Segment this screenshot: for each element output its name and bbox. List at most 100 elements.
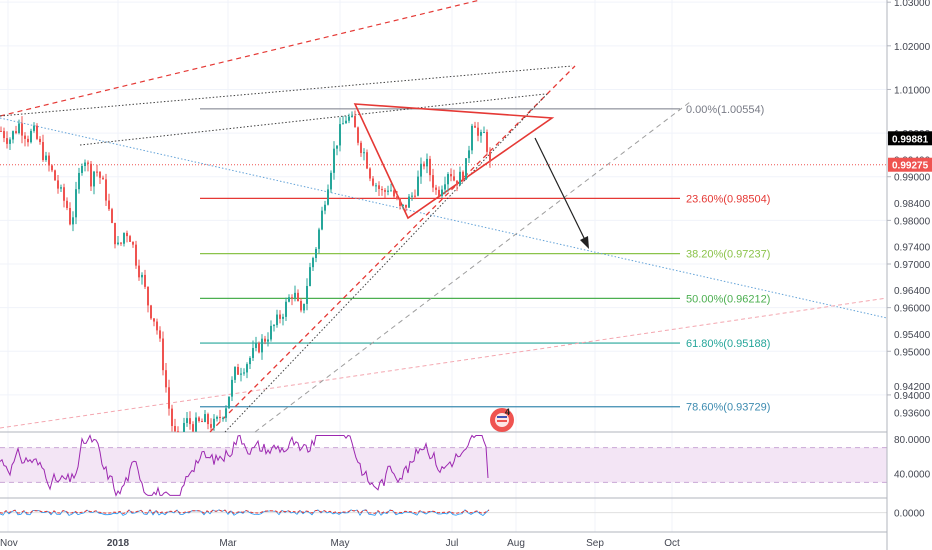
candle: [315, 247, 317, 263]
candle: [159, 326, 161, 342]
candle: [273, 324, 275, 332]
candle-body: [75, 189, 77, 218]
candle: [111, 207, 113, 224]
fibonacci-retracement[interactable]: 0.00%(1.00554) 23.60%(0.98504) 38.20%(0.97…: [200, 104, 770, 414]
candle-body: [309, 267, 311, 286]
candle: [243, 368, 245, 376]
candle-body: [138, 265, 140, 278]
candle: [363, 148, 365, 161]
time-tick-label: Mar: [219, 538, 237, 549]
candle-body: [48, 155, 50, 166]
candle: [216, 415, 218, 422]
candle: [333, 141, 335, 180]
candle-body: [294, 292, 296, 298]
candle-body: [375, 185, 377, 187]
candle-body: [291, 297, 293, 299]
candle-body: [414, 195, 416, 197]
candle-body: [441, 189, 443, 197]
candle-body: [78, 172, 80, 190]
candle: [486, 129, 488, 156]
candle: [306, 278, 308, 311]
candle-body: [477, 127, 479, 136]
candle: [102, 175, 104, 180]
trendline-dotted-fan: [79, 93, 546, 146]
candle: [174, 418, 176, 432]
candle-body: [321, 210, 323, 230]
candle-body: [225, 408, 227, 418]
candle-body: [255, 343, 257, 348]
candle-body: [27, 138, 29, 143]
candle: [231, 376, 233, 401]
candle-body: [387, 190, 389, 192]
candle-body: [264, 338, 266, 342]
candle-body: [474, 125, 476, 128]
candle-body: [420, 163, 422, 177]
candle-body: [219, 416, 221, 418]
candle: [222, 416, 224, 422]
candle: [99, 170, 101, 184]
candle: [237, 363, 239, 375]
candle: [297, 289, 299, 302]
candle: [360, 140, 362, 157]
candle: [267, 332, 269, 347]
candle-body: [381, 188, 383, 191]
event-badge[interactable]: 4: [490, 407, 514, 432]
candle-body: [213, 418, 215, 428]
candle: [120, 242, 122, 246]
candle: [204, 410, 206, 423]
candle-body: [393, 190, 395, 197]
candle: [264, 335, 266, 345]
candle-body: [84, 162, 86, 166]
candle-body: [204, 414, 206, 422]
fib-level-label: 78.60%(0.93729): [686, 402, 770, 414]
candle: [459, 166, 461, 186]
candle: [63, 183, 65, 208]
candle-body: [306, 285, 308, 304]
candle-body: [21, 123, 23, 136]
candle: [246, 362, 248, 379]
candle: [255, 336, 257, 352]
candle-body: [12, 131, 14, 140]
candle: [60, 184, 62, 193]
candle: [171, 404, 173, 432]
candle-body: [339, 124, 341, 146]
candle-body: [183, 422, 185, 432]
candle-body: [252, 347, 254, 358]
candle: [195, 412, 197, 432]
candle-body: [327, 189, 329, 205]
candle-body: [483, 132, 485, 134]
candle-body: [0, 130, 2, 132]
candle: [240, 367, 242, 382]
candle-body: [240, 373, 242, 375]
trendlines[interactable]: [0, 0, 888, 433]
candle: [258, 341, 260, 354]
candle-body: [360, 142, 362, 153]
candle-body: [336, 145, 338, 149]
candle-body: [15, 131, 17, 133]
rsi-tick-label: 80.0000: [894, 435, 931, 446]
candle-body: [228, 396, 230, 409]
candle-body: [102, 177, 104, 180]
candle-body: [270, 325, 272, 340]
candle-body: [279, 314, 281, 319]
candle: [471, 123, 473, 155]
candle: [201, 418, 203, 423]
candle: [21, 116, 23, 144]
candle: [6, 131, 8, 149]
candle-body: [57, 180, 59, 189]
candle-body: [369, 168, 371, 179]
candle: [15, 125, 17, 135]
candle: [207, 412, 209, 430]
candle: [426, 153, 428, 174]
candle-body: [486, 132, 488, 152]
candle: [300, 298, 302, 313]
price-label-box: [888, 131, 932, 146]
candle-body: [288, 297, 290, 302]
fib-level-label: 0.00%(1.00554): [686, 104, 764, 116]
candle: [312, 256, 314, 271]
price-label-text: 0.99275: [892, 161, 929, 172]
time-tick-label: Aug: [507, 538, 525, 549]
candle-body: [438, 189, 440, 197]
